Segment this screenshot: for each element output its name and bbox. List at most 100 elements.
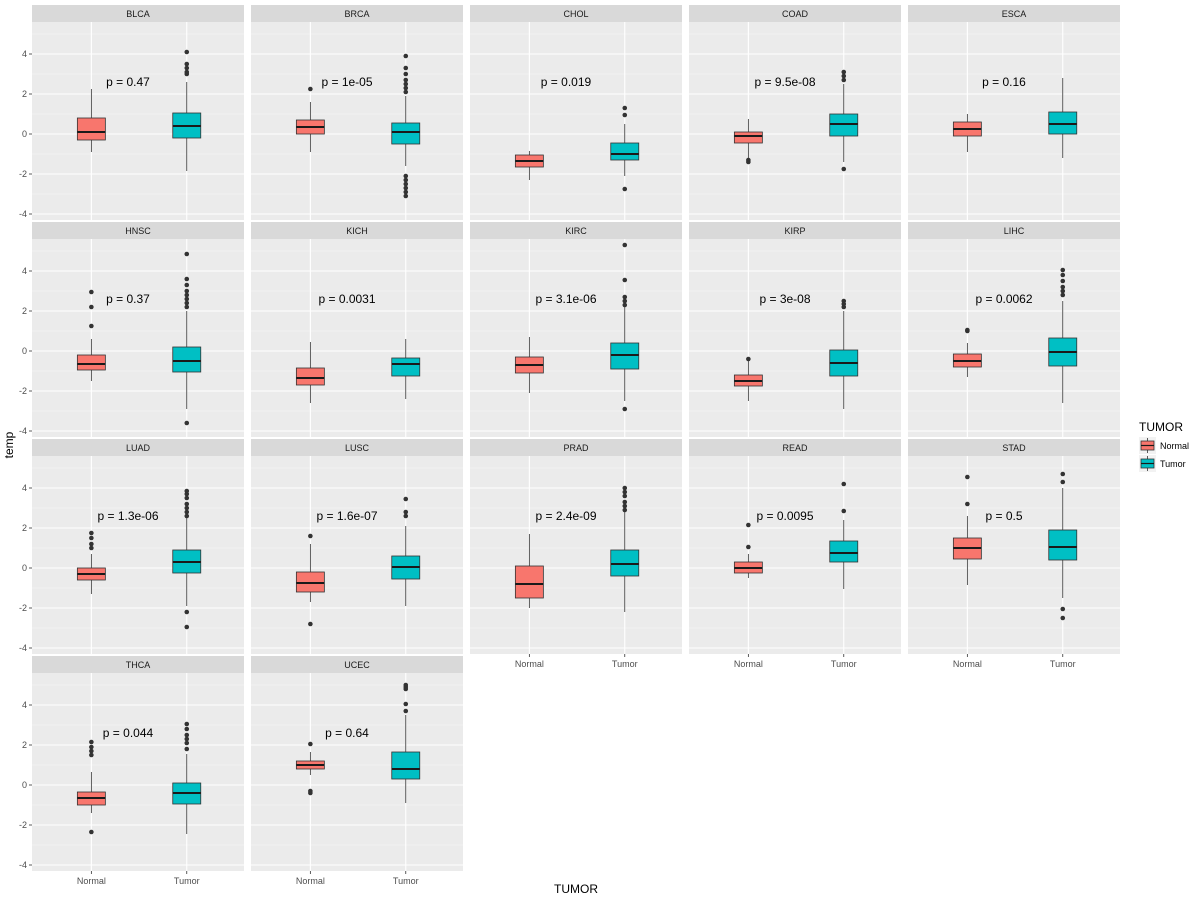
box-iqr [295, 367, 325, 386]
outlier-point [965, 474, 970, 480]
outlier-point [89, 744, 94, 750]
pvalue-label: p = 0.0062 [975, 292, 1032, 306]
panel-strip [470, 439, 682, 456]
box-iqr [829, 540, 859, 563]
pvalue-label: p = 3e-08 [759, 292, 810, 306]
outlier-point [622, 298, 628, 304]
x-tick-label: Tumor [393, 876, 419, 886]
legend-key-tumor [1139, 455, 1156, 472]
y-tick-label: -4 [19, 860, 27, 870]
outlier-point [403, 701, 409, 707]
box-iqr [76, 354, 106, 371]
outlier-point [308, 86, 313, 92]
outlier-point [403, 708, 409, 714]
outlier-point [89, 304, 94, 310]
y-tick-label: 4 [22, 483, 27, 493]
box-tumor [172, 488, 202, 630]
outlier-point [89, 748, 94, 754]
panel-title: KIRP [784, 226, 805, 236]
panel-stad: STAD p = 0.5 Normal Tumor [908, 439, 1120, 669]
outlier-point [1060, 272, 1066, 278]
outlier-point [1060, 471, 1066, 477]
box-iqr [76, 117, 106, 141]
outlier-point [308, 741, 313, 747]
outlier-point [184, 296, 190, 302]
outlier-point [89, 545, 94, 551]
box-normal [295, 86, 325, 152]
outlier-point [622, 294, 628, 300]
y-tick-label: 2 [22, 523, 27, 533]
legend-title: TUMOR [1139, 420, 1183, 434]
panel-title: THCA [126, 660, 151, 670]
panel-title: KICH [346, 226, 368, 236]
outlier-point [403, 173, 409, 179]
panel-background [251, 673, 463, 871]
outlier-point [89, 829, 94, 835]
x-tick-label: Normal [734, 659, 763, 669]
pvalue-label: p = 1.6e-07 [316, 509, 377, 523]
outlier-point [184, 736, 190, 742]
panel-strip [470, 222, 682, 239]
panel-esca: ESCA p = 0.16 [908, 5, 1120, 220]
box-tumor [1048, 471, 1078, 621]
y-axis-title: temp [2, 431, 16, 458]
outlier-point [622, 242, 628, 248]
y-tick-label: -4 [19, 209, 27, 219]
x-tick-label: Tumor [1050, 659, 1076, 669]
outlier-point [184, 509, 190, 515]
box-tumor [1048, 267, 1078, 403]
box-iqr [391, 751, 421, 780]
panel-background [32, 239, 244, 437]
panel-title: UCEC [344, 660, 370, 670]
pvalue-label: p = 3.1e-06 [535, 292, 596, 306]
box-normal [76, 739, 106, 835]
panel-title: LUSC [345, 443, 370, 453]
outlier-point [184, 304, 190, 310]
box-tumor [610, 485, 640, 612]
outlier-point [184, 488, 190, 494]
y-tick-label: 0 [22, 780, 27, 790]
panel-background [470, 22, 682, 220]
panel-title: PRAD [563, 443, 589, 453]
box-tumor [172, 721, 202, 834]
outlier-point [403, 71, 409, 77]
panel-background [251, 22, 463, 220]
outlier-point [184, 276, 190, 282]
outlier-point [184, 732, 190, 738]
panel-title: BRCA [344, 9, 369, 19]
panel-background [32, 673, 244, 871]
panel-ucec: UCEC p = 0.64 Normal Tumor [251, 656, 463, 886]
box-iqr [391, 357, 421, 377]
box-tumor [829, 69, 859, 172]
x-tick-label: Tumor [831, 659, 857, 669]
pvalue-label: p = 0.044 [103, 726, 154, 740]
pvalue-label: p = 1.3e-06 [97, 509, 158, 523]
box-tumor [391, 496, 421, 606]
panel-strip [251, 656, 463, 673]
outlier-point [622, 112, 628, 118]
y-tick-label: 0 [22, 129, 27, 139]
panel-background [470, 456, 682, 654]
outlier-point [184, 513, 190, 519]
outlier-point [841, 508, 847, 514]
legend: TUMOR Normal Tumor [1139, 420, 1189, 472]
pvalue-label: p = 0.37 [106, 292, 150, 306]
outlier-point [1060, 292, 1066, 298]
y-tick-label: 4 [22, 266, 27, 276]
box-tumor [610, 105, 640, 192]
outlier-point [184, 300, 190, 306]
outlier-point [746, 522, 751, 528]
outlier-point [403, 496, 409, 502]
panel-hnsc: HNSC 4 2 0 -2 -4 p = 0.37 [19, 222, 244, 437]
y-tick-label: 2 [22, 89, 27, 99]
outlier-point [403, 682, 409, 688]
outlier-point [89, 323, 94, 329]
outlier-point [622, 186, 628, 192]
outlier-point [746, 157, 751, 163]
y-tick-label: 0 [22, 563, 27, 573]
outlier-point [622, 489, 628, 495]
panel-luad: LUAD 4 2 0 -2 -4 p = 1.3e-06 [19, 439, 244, 654]
outlier-point [622, 485, 628, 491]
y-tick-label: 4 [22, 700, 27, 710]
outlier-point [1060, 288, 1066, 294]
